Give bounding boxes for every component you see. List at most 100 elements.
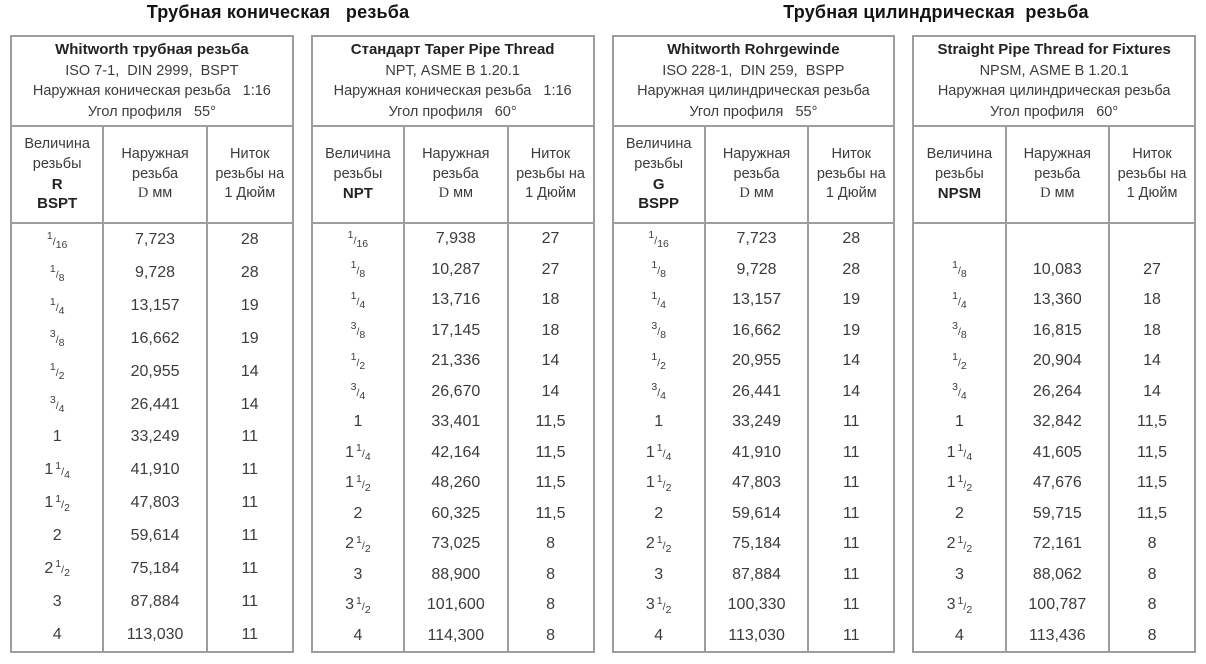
size-cell: 1/2 [614,346,706,377]
table-row: 1 1/4 41,910 11 [614,437,894,468]
diameter-cell: 88,062 [1007,559,1111,590]
size-whole: 2 [345,535,355,553]
table-row: 1/8 10,287 27 [313,254,593,285]
size-whole: 3 [52,592,62,610]
tpi-unit-label: 1 Дюйм [1126,185,1178,202]
tpi-column-label: Ниток резьбы на [1117,146,1187,182]
tpi-cell: 11,5 [1137,443,1167,461]
thread-tables-container: Whitworth трубная резьба ISO 7-1, DIN 299… [10,35,1196,653]
size-cell: 1 [313,407,406,438]
table-row: 4 113,030 11 [614,620,894,651]
size-cell [914,224,1007,255]
table-row: 3 88,062 8 [914,559,1194,590]
size-fraction: 1/2 [957,594,973,616]
size-cell: 1/4 [313,285,406,316]
diameter-cell: 13,157 [104,289,208,323]
profile-angle-line: Угол профиля 55° [689,103,818,120]
size-whole: 3 [946,596,956,614]
tpi-column-header: Ниток резьбы на 1 Дюйм [809,127,893,222]
table-row: 2 1/2 72,161 8 [914,529,1194,560]
size-cell: 1/8 [914,254,1007,285]
size-fraction: 1/4 [350,289,366,311]
size-whole: 2 [52,527,62,545]
table-row: 3 88,900 8 [313,559,593,590]
size-whole: 2 [44,559,54,577]
tpi-cell: 11 [842,596,860,614]
thread-designation: G [652,175,665,193]
table-row: 3 1/2 101,600 8 [313,590,593,621]
diameter-cell: 47,676 [1007,468,1111,499]
size-fraction: 3/4 [952,381,967,403]
table-row: 1/4 13,360 18 [914,285,1194,316]
diameter-cell: 13,157 [706,285,810,316]
table-row: 1/8 9,728 28 [12,256,292,290]
table-body: 1/16 7,723 28 1/8 9,728 28 1/4 13,157 19 3/8 16,66… [12,224,292,651]
diameter-column-header: Наружная резьба D мм [1007,127,1111,222]
table-row: 1/8 10,083 27 [914,254,1194,285]
thread-type-line: Наружная цилиндрическая резьба [637,83,870,100]
size-fraction: 1/2 [55,558,70,580]
diameter-cell: 10,287 [405,254,509,285]
size-cell: 4 [614,620,706,651]
size-fraction: 1/2 [656,533,672,555]
diameter-cell: 26,441 [706,376,810,407]
size-fraction: 1/2 [651,350,666,372]
size-cell: 4 [12,618,105,651]
table-row: 2 1/2 75,184 11 [12,552,292,586]
tpi-cell: 14 [842,352,861,370]
tpi-cell: 14 [240,362,259,380]
size-cell: 2 [614,498,706,529]
size-fraction: 1/2 [656,594,672,616]
diameter-cell: 7,723 [706,224,810,255]
diameter-column-label: Наружная резьба [722,146,791,182]
table-row: 4 114,300 8 [313,620,593,651]
size-fraction: 3/8 [49,328,65,350]
size-whole: 3 [645,596,655,614]
tpi-unit-label: 1 Дюйм [825,185,877,202]
diameter-cell: 41,910 [104,453,208,487]
tpi-cell: 11 [842,504,860,522]
size-fraction: 1/4 [656,442,672,464]
table-row: 3/4 26,670 14 [313,376,593,407]
thread-type-line: Наружная цилиндрическая резьба [937,83,1171,100]
diameter-column-header: Наружная резьба D мм [706,127,810,222]
diameter-cell: 59,614 [706,498,810,529]
diameter-column-header: Наружная резьба D мм [104,127,208,222]
tpi-cell: 14 [1143,382,1161,400]
tpi-cell: 11 [842,443,860,461]
size-cell: 3/8 [614,315,706,346]
size-whole: 3 [654,565,664,583]
diameter-cell: 60,325 [405,498,509,529]
table-row: 3 87,884 11 [12,585,292,619]
diameter-cell: 20,904 [1007,346,1111,377]
size-whole: 1 [52,428,62,446]
tpi-cell: 11 [241,559,259,577]
diameter-cell: 9,728 [104,256,208,290]
size-fraction: 1/2 [49,361,65,383]
diameter-cell: 73,025 [405,529,509,560]
tpi-column-label: Ниток резьбы на [816,146,886,182]
size-fraction: 1/8 [350,259,366,281]
diameter-unit-label: D мм [1040,185,1075,202]
size-fraction: 1/4 [952,289,967,311]
diameter-cell: 26,670 [405,376,509,407]
diameter-column-label: Наружная резьба [1023,146,1092,182]
tpi-cell: 11,5 [1137,504,1167,522]
diameter-cell: 26,264 [1007,376,1111,407]
size-cell: 3 [614,559,706,590]
table-row: 1 1/2 47,803 11 [12,486,292,520]
tpi-cell: 11,5 [535,474,566,492]
size-fraction: 1/16 [648,228,669,250]
diameter-cell: 59,715 [1007,498,1111,529]
table-row: 3/4 26,264 14 [914,376,1194,407]
tpi-cell: 14 [842,382,861,400]
tpi-cell: 27 [541,230,560,248]
diameter-cell: 47,803 [104,486,208,520]
size-cell: 1/8 [614,254,706,285]
diameter-cell: 20,955 [706,346,810,377]
size-cell: 1/16 [12,224,105,257]
size-whole: 2 [353,504,363,522]
tpi-cell: 8 [1147,626,1157,644]
profile-angle-line: Угол профиля 55° [87,103,216,120]
diameter-cell: 87,884 [706,559,810,590]
